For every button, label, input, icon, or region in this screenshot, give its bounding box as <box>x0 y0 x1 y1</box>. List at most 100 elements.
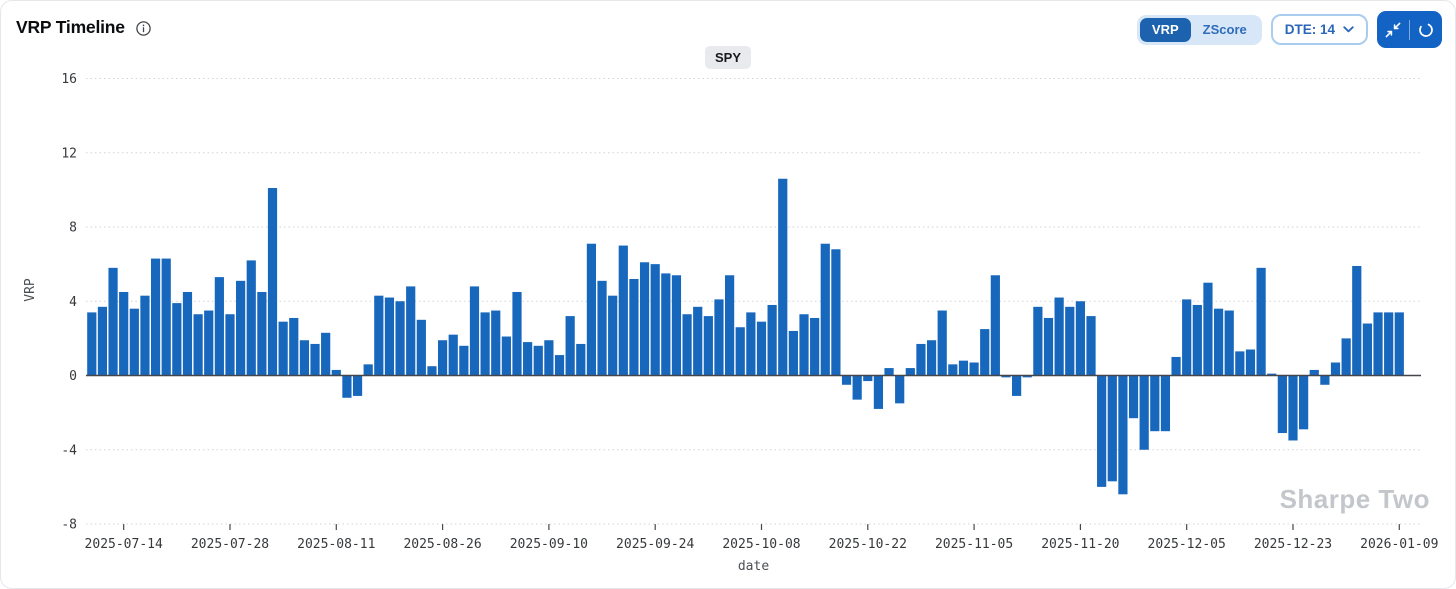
bar[interactable] <box>565 316 575 376</box>
bar[interactable] <box>363 364 373 376</box>
bar[interactable] <box>1086 316 1096 376</box>
bar[interactable] <box>778 178 788 376</box>
bar[interactable] <box>1107 375 1117 482</box>
bar[interactable] <box>1330 362 1341 376</box>
bar[interactable] <box>395 301 405 376</box>
bar[interactable] <box>204 310 214 376</box>
bar[interactable] <box>236 280 246 376</box>
bar[interactable] <box>214 277 224 376</box>
bar[interactable] <box>225 314 235 376</box>
bar[interactable] <box>788 330 798 376</box>
toggle-zscore-button[interactable]: ZScore <box>1191 18 1259 42</box>
bar[interactable] <box>1235 351 1245 376</box>
bar[interactable] <box>554 355 565 376</box>
bar[interactable] <box>1012 375 1022 396</box>
bar[interactable] <box>629 278 639 376</box>
bar[interactable] <box>172 303 182 376</box>
compress-icon[interactable] <box>1385 22 1401 38</box>
bar[interactable] <box>459 345 469 376</box>
bar[interactable] <box>905 368 915 376</box>
bar[interactable] <box>1384 312 1394 376</box>
bar[interactable] <box>523 342 533 376</box>
bar[interactable] <box>87 312 97 376</box>
bar[interactable] <box>129 308 139 376</box>
bar[interactable] <box>650 264 660 376</box>
bar[interactable] <box>1075 301 1085 376</box>
bar[interactable] <box>406 286 416 376</box>
refresh-icon[interactable] <box>1418 22 1434 38</box>
bar[interactable] <box>1352 265 1362 376</box>
bar[interactable] <box>1277 375 1287 434</box>
bar[interactable] <box>1160 375 1171 432</box>
bar[interactable] <box>831 249 841 376</box>
bar[interactable] <box>310 343 320 376</box>
bar[interactable] <box>1171 356 1181 376</box>
bar[interactable] <box>884 368 894 376</box>
bar[interactable] <box>608 295 618 376</box>
bar[interactable] <box>948 364 958 376</box>
bar[interactable] <box>267 188 278 376</box>
bar[interactable] <box>799 314 809 376</box>
bar[interactable] <box>916 343 926 376</box>
bar[interactable] <box>1118 375 1128 495</box>
bar[interactable] <box>756 321 767 376</box>
bar[interactable] <box>161 258 171 376</box>
bar[interactable] <box>1224 310 1234 376</box>
bar[interactable] <box>1065 306 1075 376</box>
bar[interactable] <box>671 275 682 376</box>
bar[interactable] <box>958 360 969 376</box>
bar[interactable] <box>193 314 203 376</box>
bar[interactable] <box>140 295 150 376</box>
bar[interactable] <box>1394 312 1404 376</box>
bar[interactable] <box>1362 323 1372 376</box>
bar[interactable] <box>1139 375 1149 450</box>
bar[interactable] <box>746 312 756 376</box>
bar[interactable] <box>182 291 193 376</box>
bar[interactable] <box>416 319 426 376</box>
bar[interactable] <box>1043 317 1054 376</box>
bar[interactable] <box>1245 349 1256 376</box>
bar[interactable] <box>321 332 331 376</box>
bar[interactable] <box>278 321 288 376</box>
bar[interactable] <box>980 329 990 376</box>
bar[interactable] <box>1309 369 1319 376</box>
bar[interactable] <box>618 245 628 376</box>
chart-actions-button[interactable] <box>1377 11 1442 48</box>
bar[interactable] <box>1033 306 1043 376</box>
bar[interactable] <box>448 334 458 376</box>
bar[interactable] <box>1256 267 1266 376</box>
dte-dropdown[interactable]: DTE: 14 <box>1270 14 1368 45</box>
bar[interactable] <box>703 316 713 376</box>
bar[interactable] <box>1054 297 1064 376</box>
bar[interactable] <box>119 291 129 376</box>
bar[interactable] <box>150 258 161 376</box>
toggle-vrp-button[interactable]: VRP <box>1139 17 1191 42</box>
bar[interactable] <box>597 280 607 376</box>
bar[interactable] <box>586 243 597 376</box>
bar[interactable] <box>576 343 586 376</box>
bar[interactable] <box>512 291 522 376</box>
bar[interactable] <box>544 340 554 376</box>
bar[interactable] <box>1192 304 1202 376</box>
bar[interactable] <box>257 291 267 376</box>
bar[interactable] <box>1341 338 1351 376</box>
info-icon[interactable] <box>136 21 151 36</box>
bar[interactable] <box>427 366 437 376</box>
bar[interactable] <box>108 267 118 376</box>
bar[interactable] <box>437 340 448 376</box>
bar[interactable] <box>926 340 937 376</box>
bar[interactable] <box>342 375 352 398</box>
bar[interactable] <box>1097 375 1107 487</box>
bar[interactable] <box>246 260 256 376</box>
bar[interactable] <box>480 312 490 376</box>
bar[interactable] <box>384 297 395 376</box>
bar[interactable] <box>873 375 884 409</box>
bar[interactable] <box>682 314 692 376</box>
bar[interactable] <box>1320 375 1330 385</box>
bar[interactable] <box>1128 375 1139 419</box>
bar[interactable] <box>639 262 650 376</box>
bar[interactable] <box>1182 299 1192 376</box>
bar[interactable] <box>331 369 341 376</box>
bar[interactable] <box>1150 375 1160 432</box>
